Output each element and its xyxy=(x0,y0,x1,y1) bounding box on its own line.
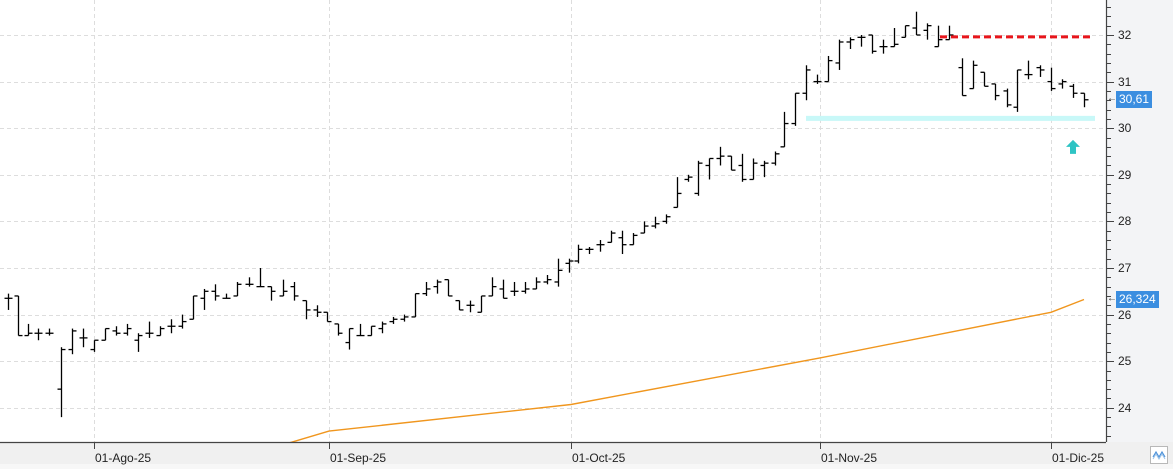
chart-style-icon xyxy=(1152,450,1166,460)
y-axis-panel[interactable] xyxy=(1106,0,1173,442)
last-price-badge: 30,61 xyxy=(1116,91,1153,108)
last-price-pointer-icon: ← xyxy=(1107,93,1117,104)
ohlc-bars[interactable] xyxy=(4,11,1089,418)
x-axis-label-clip: 01-Ago-25 01-Sep-25 01-Oct-25 01-Nov-25 01-D… xyxy=(0,442,1106,469)
support-band[interactable] xyxy=(806,115,1095,121)
y-tick-label: 24 xyxy=(1118,400,1132,415)
up-arrow-icon[interactable] xyxy=(1066,139,1080,154)
y-tick-label: 32 xyxy=(1118,28,1132,42)
x-tick-label: 01-Oct-25 xyxy=(572,451,626,465)
y-tick-label: 29 xyxy=(1118,167,1132,182)
ma-pointer-icon: ← xyxy=(1107,293,1117,304)
y-tick-label: 30 xyxy=(1118,121,1132,136)
chart-style-button[interactable] xyxy=(1150,446,1168,464)
y-tick-label: 27 xyxy=(1118,261,1132,275)
y-tick-label: 25 xyxy=(1118,354,1132,369)
x-axis-footer xyxy=(0,464,1173,469)
y-tick-label: 26 xyxy=(1118,307,1132,322)
moving-average-badge: 26,324 xyxy=(1116,291,1159,308)
y-tick-label: 28 xyxy=(1118,214,1132,229)
x-tick-label: 01-Dic-25 xyxy=(1052,451,1105,465)
y-tick-label: 31 xyxy=(1118,74,1132,89)
x-tick-label: 01-Nov-25 xyxy=(821,451,878,465)
x-tick-label: 01-Sep-25 xyxy=(330,451,387,465)
moving-average-line[interactable] xyxy=(281,298,1085,446)
x-tick-label: 01-Ago-25 xyxy=(95,451,152,465)
